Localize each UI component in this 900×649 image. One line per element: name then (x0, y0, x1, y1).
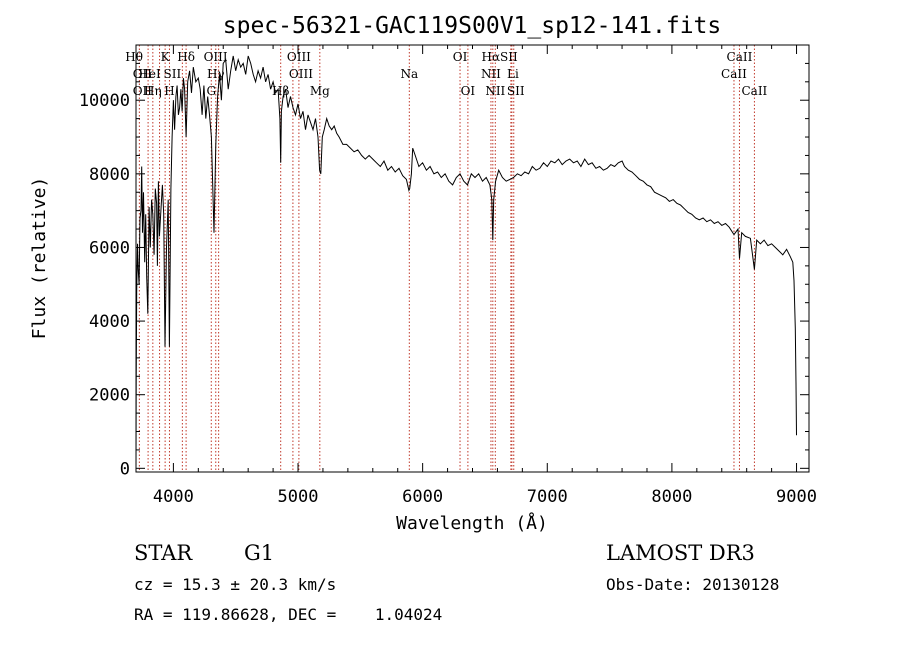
line-label: Hγ (207, 67, 225, 81)
y-tick-label: 6000 (89, 238, 130, 258)
x-tick-label: 5000 (278, 487, 319, 507)
y-tick-label: 10000 (79, 91, 130, 111)
obs-date: Obs-Date: 20130128 (606, 575, 779, 594)
line-label: SII (164, 67, 182, 81)
line-label: OI (453, 50, 468, 64)
y-tick-label: 8000 (89, 165, 130, 185)
line-label: CaII (727, 50, 753, 64)
y-tick-label: 0 (120, 459, 130, 479)
x-axis: 4000 5000 6000 7000 8000 9000 (153, 45, 817, 507)
plot-frame (135, 44, 810, 473)
x-tick-label: 6000 (402, 487, 443, 507)
y-axis: 0 2000 4000 6000 8000 10000 (79, 62, 809, 479)
line-label: Hδ (177, 50, 195, 64)
line-label: Mg (310, 84, 330, 98)
x-tick-label: 4000 (153, 487, 194, 507)
line-label: OIII (204, 50, 228, 64)
y-axis-label: Flux (relative) (29, 177, 50, 340)
line-markers (138, 45, 755, 472)
line-label: CaII (741, 84, 767, 98)
line-label: K (161, 50, 171, 64)
line-label: Hθ (125, 50, 143, 64)
line-label: NII (481, 67, 501, 81)
line-label: Li (507, 67, 519, 81)
survey-name: LAMOST DR3 (606, 541, 755, 565)
line-label: CaII (721, 67, 747, 81)
redshift-text: cz = 15.3 ± 20.3 km/s (134, 575, 336, 594)
line-label: Na (400, 67, 418, 81)
spectrum-line (135, 55, 797, 469)
ra-dec: RA = 119.86628, DEC = 1.04024 (134, 605, 442, 624)
x-tick-label: 8000 (651, 487, 692, 507)
object-subclass: G1 (244, 541, 274, 565)
line-label: OII (133, 84, 153, 98)
x-tick-label: 9000 (776, 487, 817, 507)
line-label: NII (485, 84, 505, 98)
x-tick-label: 7000 (527, 487, 568, 507)
y-tick-label: 2000 (89, 386, 130, 406)
line-label: SII (507, 84, 525, 98)
line-label: H (164, 84, 174, 98)
x-axis-label: Wavelength (Å) (396, 512, 548, 534)
line-label: Hα (482, 50, 501, 64)
line-label: OIII (289, 67, 313, 81)
object-class: STAR (134, 541, 193, 565)
line-label: SII (500, 50, 518, 64)
line-label: HeI (138, 67, 161, 81)
line-label: OII (133, 67, 153, 81)
line-label: OI (461, 84, 476, 98)
line-label: Hη (144, 84, 162, 98)
y-tick-label: 4000 (89, 312, 130, 332)
chart-title: spec-56321-GAC119S00V1_sp12-141.fits (223, 13, 722, 39)
line-label: Hβ (272, 84, 289, 98)
line-label: G (206, 84, 216, 98)
line-label: OIII (287, 50, 311, 64)
